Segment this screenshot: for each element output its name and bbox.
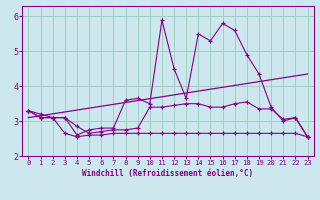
X-axis label: Windchill (Refroidissement éolien,°C): Windchill (Refroidissement éolien,°C) bbox=[83, 169, 253, 178]
